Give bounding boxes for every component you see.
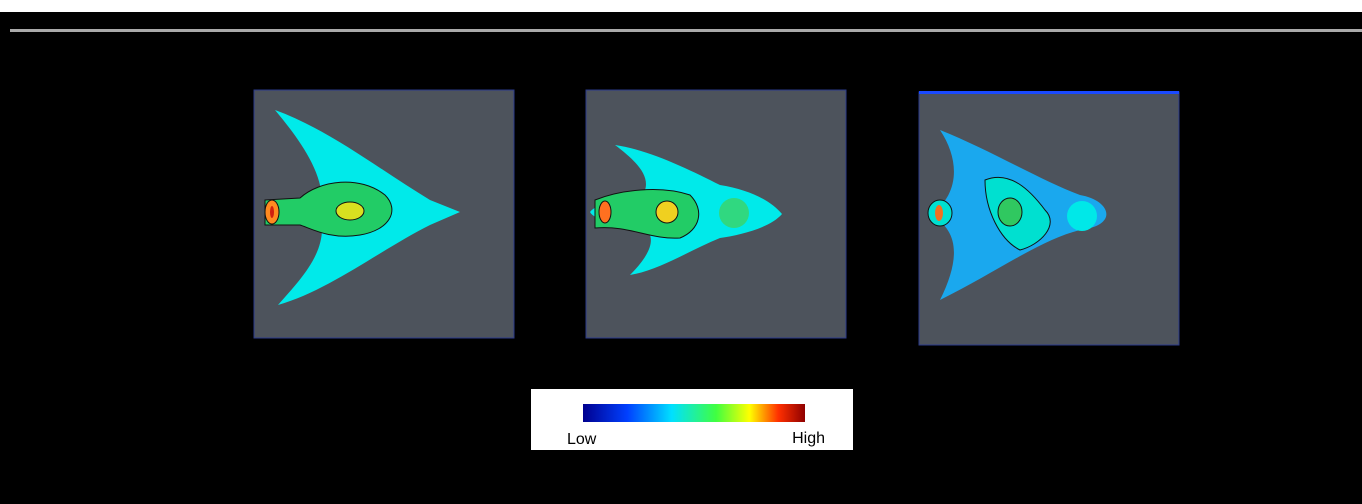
colorbar-high-label: High [792,430,825,447]
contour-panel [253,89,515,339]
contour-region [598,200,612,224]
contour-region [335,201,365,221]
contour-region [655,200,679,224]
contour-region [719,198,749,228]
panel-edge [919,91,1179,94]
colorbar: Low High [531,389,853,450]
contour-region [270,206,274,218]
contour-region [264,181,393,237]
contour-region [997,197,1023,227]
divider [10,29,1362,32]
contour-panel [585,89,847,339]
contour-region [935,205,943,221]
contour-panel [918,91,1180,346]
top-strip [0,0,1362,12]
colorbar-gradient [583,404,805,422]
contour-region [594,189,700,239]
contour-region [1067,201,1097,231]
colorbar-low-label: Low [567,431,597,448]
